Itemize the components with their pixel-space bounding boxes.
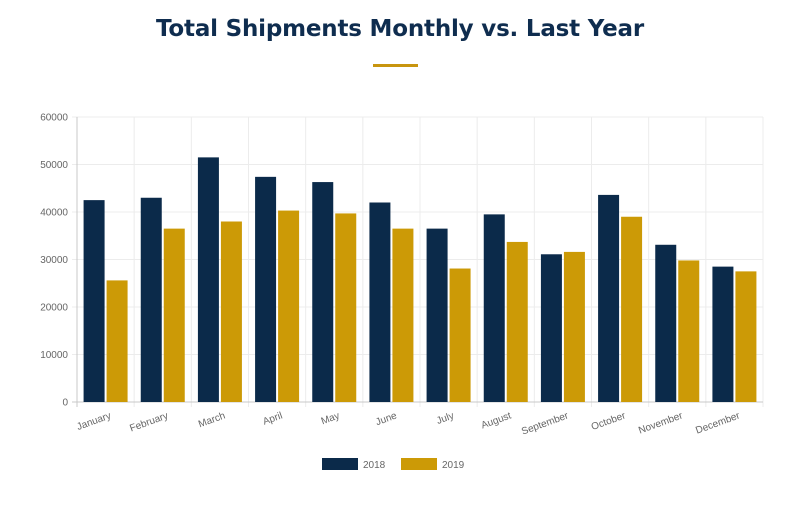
x-tick-label: December: [694, 410, 742, 436]
x-tick-label: March: [197, 410, 227, 430]
x-tick-label: January: [75, 410, 112, 433]
x-tick-label: July: [435, 410, 455, 426]
bar-2018-april[interactable]: [255, 176, 277, 402]
y-tick-label: 40000: [40, 208, 68, 219]
bar-2018-may[interactable]: [312, 182, 334, 402]
x-tick-label: November: [637, 410, 685, 436]
legend-swatch-2019[interactable]: [401, 458, 437, 470]
x-tick-label: April: [262, 410, 285, 427]
bar-2018-february[interactable]: [140, 197, 162, 402]
bar-2018-march[interactable]: [197, 157, 219, 402]
x-tick-label: August: [480, 410, 513, 431]
x-tick-label: June: [374, 410, 399, 428]
x-tick-label: October: [590, 410, 628, 433]
bar-2019-december[interactable]: [735, 271, 757, 402]
y-tick-label: 20000: [40, 303, 68, 314]
x-tick-label: February: [128, 410, 169, 434]
legend-swatch-2018[interactable]: [322, 458, 358, 470]
x-tick-label: September: [520, 410, 570, 437]
bar-2019-august[interactable]: [506, 241, 528, 402]
bar-2018-september[interactable]: [540, 254, 562, 402]
bar-2018-august[interactable]: [483, 214, 505, 402]
x-tick-label: May: [320, 410, 342, 427]
y-axis-tick-labels: 0 10000 20000 30000 40000 50000 60000: [40, 113, 68, 409]
bar-2019-june[interactable]: [392, 228, 414, 402]
bar-2018-july[interactable]: [426, 228, 448, 402]
y-tick-label: 50000: [40, 160, 68, 171]
gridlines: [72, 116, 764, 407]
bars: [83, 157, 757, 403]
y-tick-label: 0: [62, 398, 68, 409]
legend: 2018 2019: [322, 458, 465, 471]
legend-label-2018[interactable]: 2018: [363, 460, 386, 471]
x-axis-tick-labels: January February March April May June July Augu…: [75, 410, 742, 437]
bar-2018-january[interactable]: [83, 200, 105, 402]
y-tick-label: 30000: [40, 255, 68, 266]
bar-2019-september[interactable]: [563, 251, 585, 402]
bar-2019-may[interactable]: [335, 213, 357, 402]
bar-2019-february[interactable]: [163, 228, 185, 402]
bar-2019-november[interactable]: [678, 260, 700, 402]
title-underline: [373, 64, 418, 67]
chart-title: Total Shipments Monthly vs. Last Year: [156, 16, 644, 42]
bar-2019-july[interactable]: [449, 268, 471, 402]
bar-2018-december[interactable]: [712, 266, 734, 402]
bar-2019-march[interactable]: [220, 221, 242, 403]
legend-label-2019[interactable]: 2019: [442, 460, 465, 471]
bar-2018-november[interactable]: [655, 244, 677, 402]
y-tick-label: 10000: [40, 350, 68, 361]
bar-2018-june[interactable]: [369, 202, 391, 403]
y-tick-label: 60000: [40, 113, 68, 124]
bar-2019-april[interactable]: [278, 210, 300, 402]
bar-2018-october[interactable]: [598, 194, 620, 402]
bar-2019-january[interactable]: [106, 280, 128, 402]
bar-2019-october[interactable]: [621, 216, 643, 402]
